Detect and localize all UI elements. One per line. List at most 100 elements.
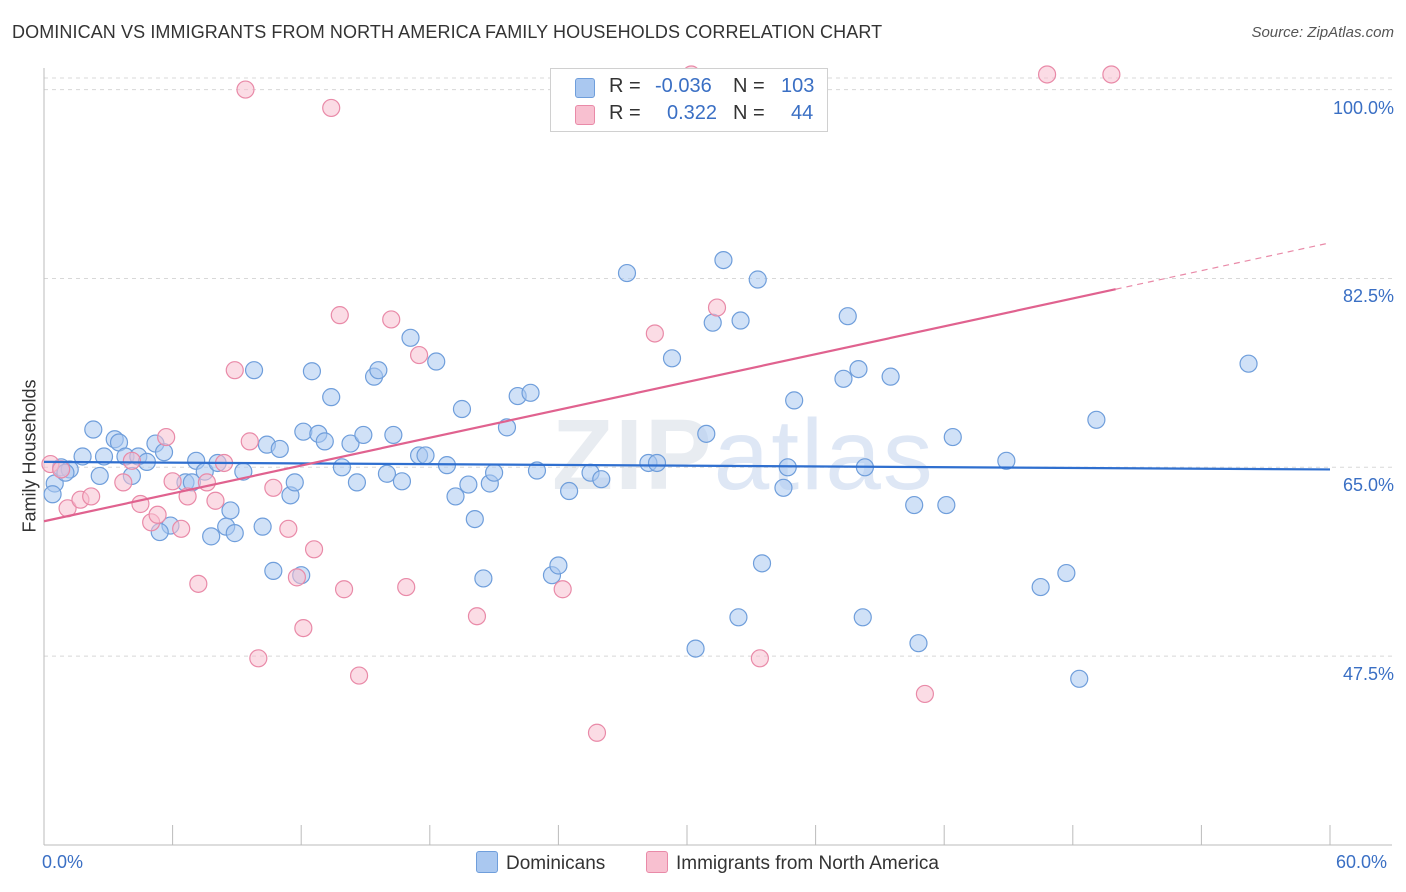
immigrants-point — [287, 568, 307, 587]
immigrants-point — [322, 98, 341, 118]
dominicans-point — [452, 399, 472, 419]
watermark: ZIPatlas — [552, 398, 935, 513]
dominicans-point — [354, 425, 373, 445]
immigrants-point — [225, 361, 244, 380]
trend-lines — [43, 242, 1331, 523]
dominicans-point — [881, 367, 900, 386]
immigrants-point — [114, 473, 133, 492]
bottom-legend-swatch — [476, 851, 498, 873]
dominicans-point — [497, 418, 517, 437]
legend-n-label: N = — [733, 102, 765, 124]
immigrants-point — [645, 324, 664, 343]
dominicans-point — [849, 359, 868, 379]
dominicans-point — [270, 439, 289, 459]
dominicans-point — [997, 451, 1016, 470]
dominicans-point — [752, 554, 772, 573]
immigrants-point — [240, 432, 259, 451]
dominicans-point — [253, 517, 272, 536]
dominicans-point — [714, 250, 733, 270]
bottom-legend-label: Immigrants from North America — [676, 853, 939, 874]
dominicans-point — [401, 328, 420, 347]
series-immigrants-points — [41, 65, 1121, 742]
immigrants-point — [148, 505, 167, 524]
dominicans-point — [225, 524, 244, 543]
immigrants-point — [122, 451, 141, 470]
stats-legend: R = -0.036 N = 103 R = 0.322 N = 44 — [550, 68, 828, 132]
y-tick-label: 65.0% — [1342, 475, 1394, 496]
dominicans-point — [369, 361, 388, 380]
dominicans-point — [294, 422, 313, 441]
dominicans-point — [647, 453, 667, 473]
source-label: Source: ZipAtlas.com — [1251, 24, 1394, 41]
axes — [43, 68, 1392, 846]
y-axis-title: Family Households — [19, 379, 40, 533]
bottom-legend-immigrants: Immigrants from North America — [646, 851, 939, 875]
dominicans-point — [332, 458, 352, 477]
legend-r-label: R = — [609, 75, 641, 97]
dominicans-point — [943, 427, 962, 447]
dominicans-point — [446, 487, 465, 506]
immigrants-point — [157, 427, 176, 447]
immigrants-point — [707, 298, 727, 317]
immigrants-point — [264, 478, 283, 497]
dominicans-point — [43, 485, 62, 504]
bottom-legend-dominicans: Dominicans — [476, 851, 605, 875]
dominicans-point — [1239, 354, 1258, 373]
legend-n-value: 103 — [781, 75, 815, 97]
dominicans-point — [703, 313, 722, 332]
dominicans-point — [244, 361, 264, 380]
dominicans-point — [909, 634, 928, 653]
dominicans-point — [834, 369, 853, 388]
dominicans-trend-line — [43, 460, 1331, 471]
dominicans-point — [617, 263, 637, 283]
dominicans-point — [1031, 577, 1050, 597]
dominicans-point — [1057, 563, 1076, 583]
immigrants-point — [249, 649, 268, 668]
x-tick-label-max: 60.0% — [1336, 852, 1388, 872]
dominicans-point — [427, 352, 446, 371]
dominicans-point — [785, 391, 804, 410]
dominicans-point — [202, 527, 221, 546]
dominicans-point — [521, 383, 540, 402]
dominicans-point — [1070, 669, 1089, 688]
immigrants-point — [294, 618, 313, 638]
dominicans-point — [341, 434, 360, 453]
dominicans-point — [560, 481, 579, 501]
immigrants-point — [330, 306, 349, 325]
dominicans-point — [549, 556, 568, 575]
dominicans-point — [662, 349, 682, 368]
watermark-light: atlas — [713, 399, 935, 511]
dominicans-point — [221, 501, 240, 520]
dominicans-point — [592, 470, 611, 489]
immigrants-point — [172, 519, 191, 538]
dominicans-point — [302, 362, 322, 381]
immigrants-point — [334, 580, 354, 599]
watermark-bold: ZIP — [552, 399, 714, 511]
immigrants-trend-line — [43, 288, 1116, 523]
y-tick-label: 47.5% — [1342, 664, 1394, 685]
chart-title: DOMINICAN VS IMMIGRANTS FROM NORTH AMERI… — [12, 22, 883, 42]
dominicans-point — [377, 464, 397, 483]
dominicans-point — [416, 446, 435, 465]
immigrants-point — [467, 607, 487, 626]
immigrants-point — [349, 666, 369, 685]
dominicans-point — [264, 561, 283, 580]
immigrants-point — [382, 310, 401, 329]
x-tick-label-min: 0.0% — [42, 852, 84, 872]
dominicans-point — [84, 420, 103, 439]
immigrants-point — [52, 460, 71, 479]
dominicans-point — [729, 608, 748, 627]
legend-r-label: R = — [609, 102, 641, 124]
bottom-legend-label: Dominicans — [506, 853, 606, 874]
y-tick-label: 100.0% — [1332, 97, 1394, 118]
immigrants-point — [587, 723, 607, 742]
dominicans-point — [459, 475, 478, 494]
dominicans-point — [474, 569, 493, 588]
immigrants-point — [397, 577, 416, 597]
y-tick-label: 82.5% — [1342, 286, 1394, 307]
legend-swatch-immigrants — [575, 105, 595, 125]
dominicans-point — [90, 466, 109, 486]
dominicans-point — [392, 472, 412, 491]
dominicans-point — [686, 639, 705, 658]
